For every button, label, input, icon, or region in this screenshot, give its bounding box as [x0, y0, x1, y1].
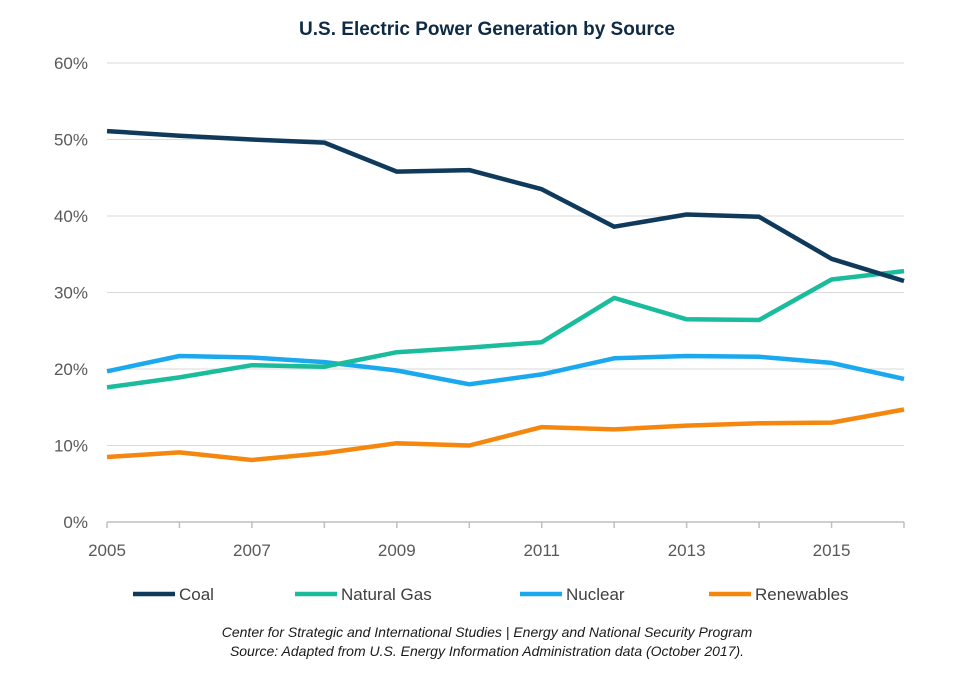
source-credit: Center for Strategic and International S… — [221, 624, 753, 640]
series-line-nuclear — [106, 353, 905, 387]
legend: Coal Natural Gas Nuclear Renewables — [133, 585, 849, 604]
x-tick-label: 2007 — [233, 541, 271, 560]
source-note: Source: Adapted from U.S. Energy Informa… — [229, 643, 745, 659]
series-line-coal — [106, 128, 905, 284]
series-line-natural-gas — [106, 268, 905, 390]
x-tick-label: 2013 — [668, 541, 706, 560]
y-tick-label: 20% — [54, 360, 88, 379]
y-axis-labels: 0% 10% 20% 30% 40% 50% 60% — [54, 54, 88, 532]
y-tick-label: 30% — [54, 284, 88, 303]
y-tick-label: 60% — [54, 54, 88, 73]
series-line-renewables — [106, 407, 905, 463]
legend-label: Nuclear — [566, 585, 625, 604]
legend-label: Coal — [179, 585, 214, 604]
x-axis — [106, 521, 905, 528]
y-tick-label: 40% — [54, 207, 88, 226]
y-tick-label: 50% — [54, 131, 88, 150]
legend-label: Renewables — [755, 585, 849, 604]
y-tick-label: 0% — [63, 513, 88, 532]
x-axis-labels: 2005 2007 2009 2011 2013 2015 — [88, 541, 850, 560]
x-tick-label: 2011 — [523, 541, 560, 560]
x-tick-label: 2005 — [88, 541, 126, 560]
y-tick-label: 10% — [54, 437, 88, 456]
series-lines — [106, 128, 905, 463]
chart-title: U.S. Electric Power Generation by Source — [299, 19, 675, 40]
legend-label: Natural Gas — [341, 585, 432, 604]
line-chart: U.S. Electric Power Generation by Source… — [54, 19, 905, 604]
x-tick-label: 2009 — [378, 541, 416, 560]
gridlines — [107, 62, 904, 446]
x-tick-label: 2015 — [813, 541, 851, 560]
